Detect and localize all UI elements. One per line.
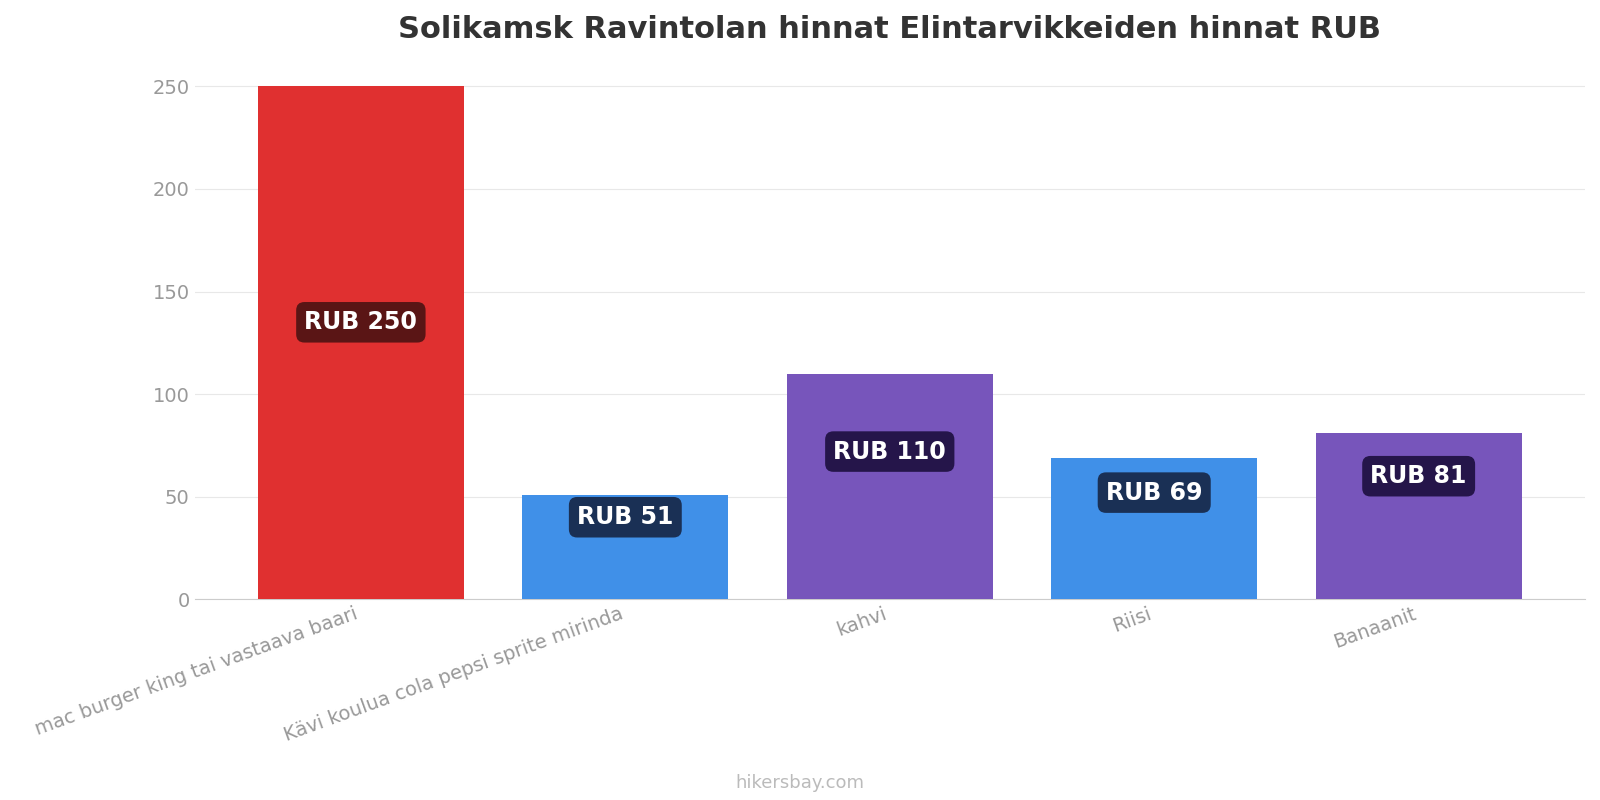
Text: RUB 81: RUB 81 [1371, 464, 1467, 488]
Title: Solikamsk Ravintolan hinnat Elintarvikkeiden hinnat RUB: Solikamsk Ravintolan hinnat Elintarvikke… [398, 15, 1381, 44]
Text: RUB 110: RUB 110 [834, 439, 946, 463]
Bar [1315, 433, 1522, 599]
Text: RUB 51: RUB 51 [578, 506, 674, 530]
Text: RUB 250: RUB 250 [304, 310, 418, 334]
Bar [522, 494, 728, 599]
Bar [787, 374, 994, 599]
Bar [258, 86, 464, 599]
Text: hikersbay.com: hikersbay.com [736, 774, 864, 792]
Text: RUB 69: RUB 69 [1106, 481, 1203, 505]
Bar [1051, 458, 1258, 599]
